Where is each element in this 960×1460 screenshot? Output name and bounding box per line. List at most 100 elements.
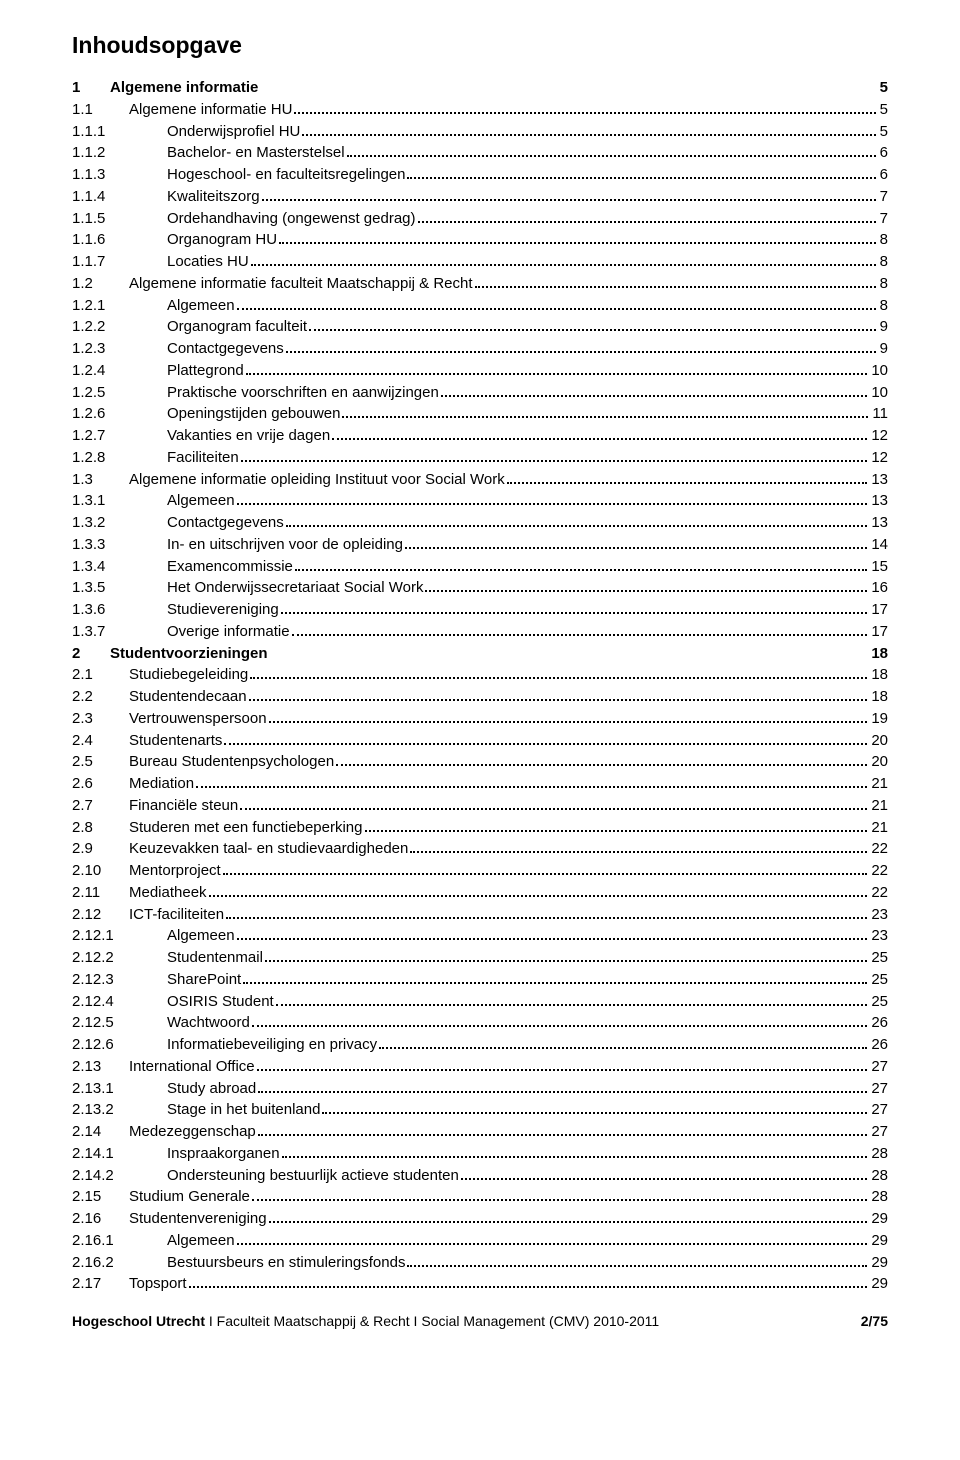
toc-entry-label: Algemene informatie: [110, 77, 258, 99]
toc-entry-number: 1.1.4: [72, 186, 167, 208]
toc-entry-number: 1: [72, 77, 110, 99]
toc-entry-label: SharePoint: [167, 969, 241, 991]
toc-entry-page: 25: [871, 991, 888, 1013]
toc-leader-dots: [223, 863, 868, 876]
toc-entry-number: 1.2.6: [72, 403, 167, 425]
toc-entry: 1.1.2Bachelor- en Masterstelsel6: [72, 142, 888, 164]
toc-entry-page: 7: [880, 208, 888, 230]
toc-entry: 1.3.3In- en uitschrijven voor de opleidi…: [72, 534, 888, 556]
toc-entry: 1.2.7Vakanties en vrije dagen12: [72, 425, 888, 447]
toc-leader-dots: [425, 580, 867, 593]
toc-entry: 1.2.5Praktische voorschriften en aanwijz…: [72, 382, 888, 404]
toc-entry-page: 5: [880, 121, 888, 143]
toc-leader-dots: [379, 1037, 867, 1050]
toc-leader-dots: [342, 406, 868, 419]
toc-entry-number: 1.2.7: [72, 425, 167, 447]
toc-entry-label: Bureau Studentenpsychologen: [129, 751, 334, 773]
toc-entry-number: 1.1.5: [72, 208, 167, 230]
toc-entry-page: 13: [871, 490, 888, 512]
toc-leader-dots: [251, 254, 876, 267]
toc-entry-number: 2.4: [72, 730, 129, 752]
toc-entry-number: 1.3.2: [72, 512, 167, 534]
toc-entry: 2Studentvoorzieningen18: [72, 643, 888, 665]
toc-entry: 2.12.5Wachtwoord26: [72, 1012, 888, 1034]
toc-entry-page: 8: [880, 251, 888, 273]
toc-leader-dots: [332, 428, 867, 441]
toc-entry-page: 29: [871, 1208, 888, 1230]
toc-entry: 2.15Studium Generale28: [72, 1186, 888, 1208]
toc-entry-page: 6: [880, 142, 888, 164]
toc-entry: 2.14.2Ondersteuning bestuurlijk actieve …: [72, 1165, 888, 1187]
table-of-contents: 1Algemene informatie51.1Algemene informa…: [72, 77, 888, 1295]
toc-entry: 2.2Studentendecaan18: [72, 686, 888, 708]
toc-entry-page: 13: [871, 469, 888, 491]
toc-entry-label: Algemeen: [167, 1230, 235, 1252]
toc-entry-label: Examencommissie: [167, 556, 293, 578]
toc-entry-page: 18: [871, 643, 888, 665]
toc-leader-dots: [407, 167, 875, 180]
toc-entry: 2.5Bureau Studentenpsychologen20: [72, 751, 888, 773]
toc-entry: 1.3.5Het Onderwijssecretariaat Social Wo…: [72, 577, 888, 599]
toc-entry-label: Informatiebeveiliging en privacy: [167, 1034, 377, 1056]
toc-entry-page: 22: [871, 860, 888, 882]
toc-entry-label: Studium Generale: [129, 1186, 250, 1208]
toc-entry: 2.6Mediation21: [72, 773, 888, 795]
toc-leader-dots: [336, 754, 867, 767]
toc-entry-number: 2.8: [72, 817, 129, 839]
toc-entry: 1.3.1Algemeen13: [72, 490, 888, 512]
toc-entry-number: 1.2.2: [72, 316, 167, 338]
toc-entry: 2.12ICT-faciliteiten23: [72, 904, 888, 926]
toc-entry-number: 2.14: [72, 1121, 129, 1143]
toc-entry-label: Keuzevakken taal- en studievaardigheden: [129, 838, 408, 860]
toc-entry-label: Plattegrond: [167, 360, 244, 382]
page-title: Inhoudsopgave: [72, 32, 888, 59]
toc-entry-label: Algemene informatie HU: [129, 99, 292, 121]
toc-entry-number: 1.3.7: [72, 621, 167, 643]
toc-entry-label: Stage in het buitenland: [167, 1099, 320, 1121]
toc-leader-dots: [237, 493, 868, 506]
toc-entry-label: Bestuursbeurs en stimuleringsfonds: [167, 1252, 405, 1274]
toc-leader-dots: [224, 732, 867, 745]
toc-entry-label: Mentorproject: [129, 860, 221, 882]
toc-leader-dots: [475, 275, 876, 288]
toc-entry-label: Studievereniging: [167, 599, 279, 621]
toc-entry-number: 2.13.2: [72, 1099, 167, 1121]
toc-entry: 1.2.6Openingstijden gebouwen11: [72, 403, 888, 425]
toc-entry-page: 5: [880, 99, 888, 121]
toc-entry: 1.2.2Organogram faculteit9: [72, 316, 888, 338]
toc-leader-dots: [365, 819, 868, 832]
toc-entry-label: In- en uitschrijven voor de opleiding: [167, 534, 403, 556]
toc-entry: 2.13.1Study abroad27: [72, 1078, 888, 1100]
toc-entry: 1.2.4Plattegrond10: [72, 360, 888, 382]
toc-leader-dots: [265, 950, 867, 963]
toc-entry-page: 5: [880, 77, 888, 99]
toc-entry-number: 1.1.1: [72, 121, 167, 143]
toc-entry-number: 1.2: [72, 273, 129, 295]
toc-entry-number: 1.3.5: [72, 577, 167, 599]
toc-entry-page: 27: [871, 1078, 888, 1100]
toc-entry: 1.3.4Examencommissie15: [72, 556, 888, 578]
toc-entry-label: Studentvoorzieningen: [110, 643, 268, 665]
toc-leader-dots: [295, 558, 867, 571]
toc-entry-label: Mediatheek: [129, 882, 207, 904]
toc-entry-label: Algemeen: [167, 925, 235, 947]
toc-entry: 2.13International Office27: [72, 1056, 888, 1078]
toc-entry-number: 2.16.1: [72, 1230, 167, 1252]
toc-entry-page: 7: [880, 186, 888, 208]
toc-entry-number: 2.12: [72, 904, 129, 926]
toc-entry: 1.3.6Studievereniging17: [72, 599, 888, 621]
toc-entry-number: 2.1: [72, 664, 129, 686]
toc-leader-dots: [237, 1232, 868, 1245]
toc-entry-page: 26: [871, 1034, 888, 1056]
toc-entry-label: Kwaliteitszorg: [167, 186, 260, 208]
toc-entry-page: 17: [871, 599, 888, 621]
toc-entry: 2.12.6Informatiebeveiliging en privacy26: [72, 1034, 888, 1056]
toc-entry-number: 2.6: [72, 773, 129, 795]
toc-entry: 1.2.3Contactgegevens9: [72, 338, 888, 360]
toc-leader-dots: [347, 145, 876, 158]
toc-entry-label: Bachelor- en Masterstelsel: [167, 142, 345, 164]
toc-entry-number: 2.10: [72, 860, 129, 882]
toc-entry-number: 1.2.3: [72, 338, 167, 360]
toc-leader-dots: [243, 971, 867, 984]
toc-entry-label: Praktische voorschriften en aanwijzingen: [167, 382, 439, 404]
